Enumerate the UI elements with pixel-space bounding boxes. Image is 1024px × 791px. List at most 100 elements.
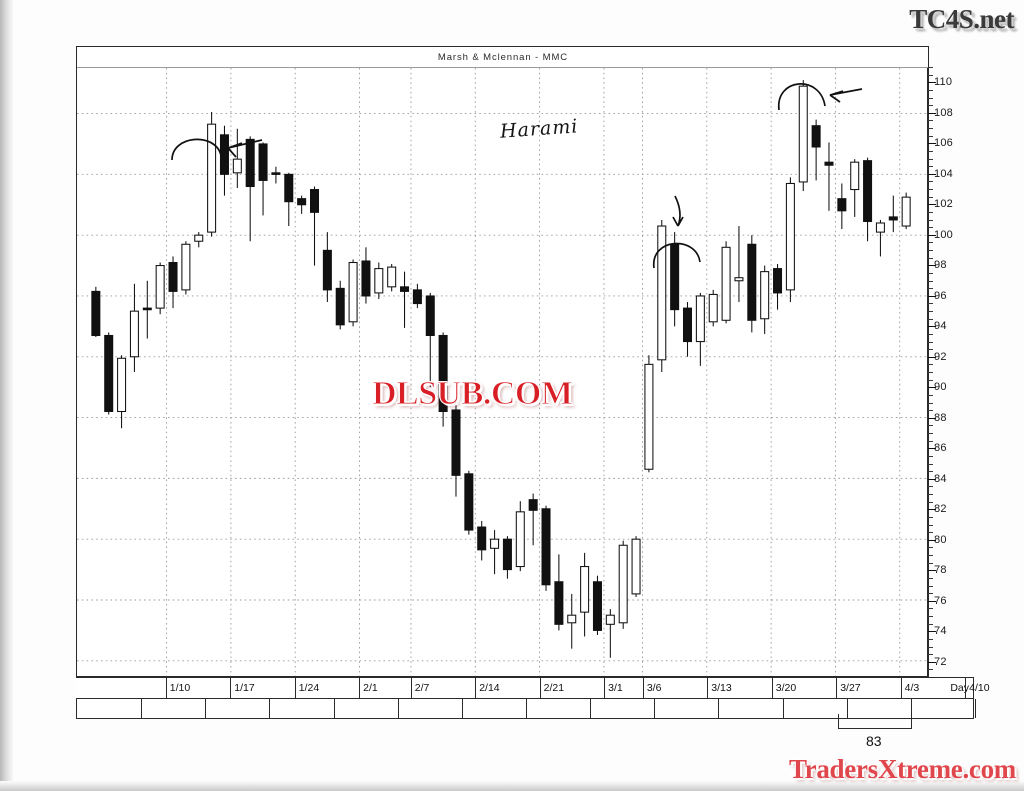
date-tick-band	[76, 699, 976, 719]
candle-body-down	[682, 307, 693, 343]
candle-series	[91, 80, 911, 658]
price-axis: 72 74 76 78 80 82 84 86 88 90 92 94 96 98 100 102 104 106…	[928, 46, 974, 678]
price-tick-minor	[928, 410, 933, 412]
candlestick	[412, 283, 422, 309]
candle-body-down	[837, 198, 847, 212]
candle-body-down	[554, 581, 564, 625]
candlestick	[682, 302, 693, 357]
price-tick-minor	[928, 501, 933, 503]
candlestick	[785, 177, 795, 303]
candlestick	[618, 540, 628, 629]
candlestick	[91, 286, 101, 338]
candle-body-down	[258, 143, 268, 181]
price-tick-minor	[928, 486, 933, 488]
candle-body-down	[271, 172, 281, 175]
candlestick	[374, 262, 384, 299]
price-tick-minor	[928, 608, 933, 610]
price-tick-label: 106	[934, 137, 953, 150]
price-tick-minor	[928, 646, 933, 648]
price-tick-minor	[928, 219, 933, 221]
candlestick	[875, 219, 885, 257]
candle-body-up	[567, 614, 577, 624]
price-tick-minor	[928, 379, 933, 381]
candle-body-up	[657, 225, 667, 361]
date-tick-cell	[847, 699, 912, 718]
candlestick	[580, 552, 590, 637]
candlestick	[245, 136, 255, 242]
price-tick-minor	[928, 471, 933, 473]
date-tick-label: 3/6	[642, 678, 707, 698]
price-tick-minor	[928, 654, 933, 656]
price-tick-major	[928, 478, 936, 480]
price-tick-minor	[928, 524, 933, 526]
price-tick-minor	[928, 577, 933, 579]
watermark-tc4s: TC4S.net	[909, 4, 1014, 34]
candlestick	[631, 536, 641, 597]
candle-body-up	[760, 271, 770, 320]
price-tick-minor	[928, 394, 933, 396]
price-tick-minor	[928, 105, 933, 107]
candle-body-up	[129, 310, 139, 358]
candlestick	[335, 280, 345, 330]
price-tick-minor	[928, 555, 933, 556]
candlestick	[168, 256, 178, 309]
candle-body-down	[528, 499, 538, 511]
price-tick-label: 86	[934, 442, 947, 455]
scan-edge-bottom	[0, 781, 1024, 791]
date-tick-label: 2/21	[539, 678, 604, 698]
candle-body-up	[644, 363, 654, 470]
date-tick-cell	[654, 699, 720, 718]
candle-body-down	[824, 161, 834, 166]
price-tick-minor	[928, 341, 933, 343]
price-tick-major	[928, 570, 936, 572]
price-tick-minor	[928, 97, 933, 99]
candlestick	[104, 332, 114, 415]
date-tick-cell	[911, 699, 976, 718]
price-tick-label: 96	[934, 289, 947, 302]
candle-body-up	[850, 161, 860, 191]
date-tick-cell	[783, 699, 848, 718]
candle-body-down	[477, 526, 487, 551]
candle-body-up	[387, 266, 397, 288]
candlestick	[528, 493, 538, 546]
price-tick-label: 100	[934, 228, 953, 241]
candlestick	[863, 157, 873, 242]
candlestick	[348, 259, 358, 327]
price-tick-minor	[928, 303, 933, 305]
price-tick-minor	[928, 166, 933, 168]
candlestick	[271, 166, 281, 184]
price-tick-label: 108	[934, 106, 953, 119]
candlestick	[425, 292, 435, 388]
candlestick	[773, 264, 783, 310]
candlestick	[721, 241, 731, 324]
candlestick	[155, 262, 165, 315]
price-tick-label: 98	[934, 259, 947, 272]
price-tick-label: 84	[934, 472, 947, 485]
price-tick-minor	[928, 593, 933, 595]
candle-body-down	[502, 538, 512, 571]
candle-body-down	[592, 581, 602, 631]
candle-body-down	[91, 290, 101, 337]
price-tick-minor	[928, 616, 933, 617]
candlestick	[129, 283, 139, 372]
chart-title: Marsh & Mclennan - MMC	[77, 47, 929, 68]
price-tick-minor	[928, 257, 933, 259]
price-tick-minor	[928, 463, 933, 465]
candle-body-down	[438, 334, 448, 413]
price-tick-minor	[928, 402, 933, 404]
date-tick-label: 3/1	[604, 678, 643, 698]
candlestick	[554, 554, 564, 631]
price-tick-minor	[928, 120, 933, 122]
date-tick-label: 2/7	[410, 678, 475, 698]
candlestick	[258, 142, 268, 216]
price-tick-minor	[928, 455, 933, 457]
price-tick-minor	[928, 333, 933, 335]
price-tick-minor	[928, 181, 933, 183]
candle-body-up	[631, 538, 641, 595]
date-tick-label: 2/1	[359, 678, 411, 698]
date-tick-label: 1/17	[230, 678, 294, 698]
price-tick-label: 102	[934, 198, 953, 211]
price-tick-major	[928, 387, 936, 389]
price-tick-major	[928, 631, 936, 633]
candle-body-down	[863, 160, 873, 222]
